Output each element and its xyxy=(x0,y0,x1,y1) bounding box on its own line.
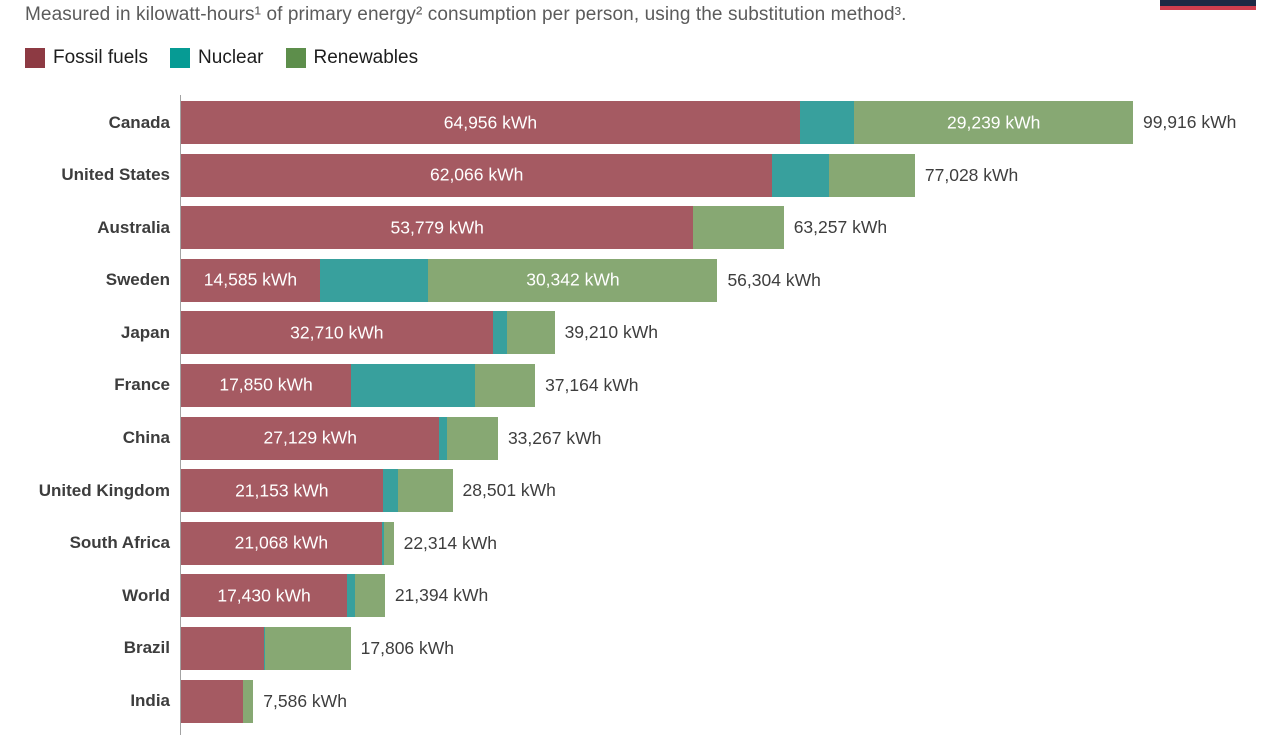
owid-logo-fragment xyxy=(1160,0,1256,10)
segment-fossil[interactable] xyxy=(181,258,320,302)
country-label-france: France xyxy=(114,375,170,395)
segment-fossil[interactable] xyxy=(181,679,243,723)
segment-renewables[interactable] xyxy=(474,363,536,407)
legend: Fossil fuels Nuclear Renewables xyxy=(25,47,1280,69)
country-label-world: World xyxy=(122,585,170,605)
country-label-japan: Japan xyxy=(120,322,170,342)
stacked-bar xyxy=(181,574,385,618)
country-label-brazil: Brazil xyxy=(123,638,170,658)
legend-label: Renewables xyxy=(313,47,419,68)
country-label-india: India xyxy=(130,691,170,711)
bar-row-united-states[interactable]: 62,066 kWh 77,028 kWh xyxy=(181,153,1280,197)
country-label-australia: Australia xyxy=(97,217,170,237)
chart-subtitle: Measured in kilowatt-hours¹ of primary e… xyxy=(25,4,907,25)
bar-row-canada[interactable]: 64,956 kWh 29,239 kWh 99,916 kWh xyxy=(181,101,1280,144)
segment-nuclear[interactable] xyxy=(799,101,855,144)
segment-renewables[interactable] xyxy=(242,679,254,723)
bar-row-china[interactable]: 27,129 kWh 33,267 kWh xyxy=(181,416,1280,460)
bar-row-south-africa[interactable]: 21,068 kWh 22,314 kWh xyxy=(181,521,1280,565)
segment-fossil[interactable] xyxy=(181,101,800,144)
total-value-label: 22,314 kWh xyxy=(403,532,497,553)
segment-fossil[interactable] xyxy=(181,206,694,250)
country-label-sweden: Sweden xyxy=(105,270,170,290)
total-value-label: 17,806 kWh xyxy=(360,637,455,658)
legend-item-fossil-fuels[interactable]: Fossil fuels xyxy=(25,47,148,69)
stacked-bar xyxy=(181,626,351,670)
bar-row-sweden[interactable]: 14,585 kWh 30,342 kWh 56,304 kWh xyxy=(181,258,1280,302)
segment-renewables[interactable] xyxy=(828,153,915,197)
bar-row-world[interactable]: 17,430 kWh 21,394 kWh xyxy=(181,574,1280,618)
bar-row-united-kingdom[interactable]: 21,153 kWh 28,501 kWh xyxy=(181,469,1280,513)
legend-item-nuclear[interactable]: Nuclear xyxy=(170,47,264,69)
segment-fossil[interactable] xyxy=(181,574,348,618)
segment-nuclear[interactable] xyxy=(347,574,355,618)
stacked-bar xyxy=(181,311,555,355)
segment-renewables[interactable] xyxy=(428,258,718,302)
segment-renewables[interactable] xyxy=(506,311,555,355)
total-value-label: 99,916 kWh xyxy=(1142,112,1237,132)
total-value-label: 56,304 kWh xyxy=(727,269,821,290)
stacked-bar-chart: Canada United States Australia Sweden Japan F… xyxy=(0,95,1280,735)
stacked-bar xyxy=(181,363,536,407)
segment-renewables[interactable] xyxy=(397,469,453,513)
segment-fossil[interactable] xyxy=(181,469,383,513)
country-label-united-states: United States xyxy=(61,165,170,185)
stacked-bar xyxy=(181,206,784,250)
segment-fossil[interactable] xyxy=(181,626,265,670)
total-value-label: 63,257 kWh xyxy=(793,217,888,238)
segment-nuclear[interactable] xyxy=(439,416,447,460)
stacked-bar xyxy=(181,416,498,460)
legend-swatch-nuclear xyxy=(170,48,191,68)
segment-fossil[interactable] xyxy=(181,363,352,407)
legend-item-renewables[interactable]: Renewables xyxy=(285,47,419,69)
segment-nuclear[interactable] xyxy=(382,469,398,513)
segment-renewables[interactable] xyxy=(354,574,385,618)
legend-label: Nuclear xyxy=(198,47,264,68)
total-value-label: 77,028 kWh xyxy=(924,164,1019,185)
legend-swatch-renewables xyxy=(285,48,306,68)
segment-nuclear[interactable] xyxy=(772,153,829,197)
bar-row-france[interactable]: 17,850 kWh 37,164 kWh xyxy=(181,363,1280,407)
segment-renewables[interactable] xyxy=(854,101,1133,144)
stacked-bar xyxy=(181,101,1133,144)
segment-nuclear[interactable] xyxy=(264,626,265,670)
total-value-label: 28,501 kWh xyxy=(462,480,556,501)
plot-area: 64,956 kWh 29,239 kWh 99,916 kWh 62,066 kWh… xyxy=(180,95,1280,735)
total-value-label: 21,394 kWh xyxy=(394,585,489,606)
segment-fossil[interactable] xyxy=(181,153,773,197)
bar-row-australia[interactable]: 53,779 kWh 63,257 kWh xyxy=(181,206,1280,250)
country-label-united-kingdom: United Kingdom xyxy=(38,480,170,500)
segment-nuclear[interactable] xyxy=(351,363,475,407)
stacked-bar xyxy=(181,153,915,197)
stacked-bar xyxy=(181,469,453,513)
stacked-bar xyxy=(181,521,394,565)
bar-row-japan[interactable]: 32,710 kWh 39,210 kWh xyxy=(181,311,1280,355)
country-label-canada: Canada xyxy=(108,112,170,132)
segment-nuclear[interactable] xyxy=(319,258,429,302)
segment-renewables[interactable] xyxy=(447,416,498,460)
total-value-label: 39,210 kWh xyxy=(564,322,658,343)
segment-renewables[interactable] xyxy=(264,626,351,670)
segment-nuclear[interactable] xyxy=(381,521,385,565)
total-value-label: 33,267 kWh xyxy=(507,427,602,448)
segment-nuclear[interactable] xyxy=(492,311,507,355)
stacked-bar xyxy=(181,679,254,723)
total-value-label: 7,586 kWh xyxy=(263,690,347,711)
legend-label: Fossil fuels xyxy=(53,47,149,68)
stacked-bar xyxy=(181,258,718,302)
segment-renewables[interactable] xyxy=(693,206,784,250)
country-label-south-africa: South Africa xyxy=(69,533,170,553)
legend-swatch-fossil-fuels xyxy=(25,48,45,68)
bar-row-brazil[interactable]: 17,806 kWh xyxy=(181,626,1280,670)
segment-fossil[interactable] xyxy=(181,521,382,565)
country-label-china: China xyxy=(122,428,170,448)
y-axis-labels: Canada United States Australia Sweden Japan F… xyxy=(0,95,180,735)
bar-row-india[interactable]: 7,586 kWh xyxy=(181,679,1280,723)
segment-fossil[interactable] xyxy=(181,416,440,460)
segment-renewables[interactable] xyxy=(384,521,394,565)
total-value-label: 37,164 kWh xyxy=(545,374,639,395)
segment-fossil[interactable] xyxy=(181,311,493,355)
